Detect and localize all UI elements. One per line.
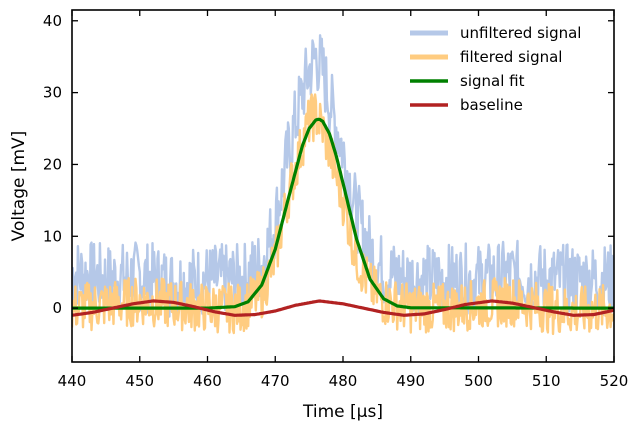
y-tick-label: 20 bbox=[43, 155, 62, 173]
y-tick-label: 30 bbox=[43, 84, 62, 102]
legend-label: unfiltered signal bbox=[460, 24, 581, 42]
x-tick-label: 520 bbox=[600, 372, 629, 390]
x-tick-label: 440 bbox=[58, 372, 87, 390]
series-line-3 bbox=[72, 299, 614, 317]
x-tick-label: 500 bbox=[464, 372, 493, 390]
series-line-2 bbox=[72, 117, 614, 310]
ticks: 440 450 460 470 480 490 500 510 520 0 10 20 30 40 bbox=[43, 10, 628, 390]
series-line-0 bbox=[72, 34, 614, 319]
x-tick-label: 470 bbox=[261, 372, 290, 390]
x-tick-label: 460 bbox=[193, 372, 222, 390]
y-tick-label: 40 bbox=[43, 12, 62, 30]
x-axis-label: Time [μs] bbox=[302, 402, 383, 422]
legend-label: baseline bbox=[460, 96, 523, 114]
y-axis-label: Voltage [mV] bbox=[9, 131, 29, 242]
plot-series bbox=[72, 34, 614, 336]
legend-label: filtered signal bbox=[460, 48, 562, 66]
x-tick-label: 490 bbox=[396, 372, 425, 390]
y-tick-label: 10 bbox=[43, 227, 62, 245]
x-tick-label: 510 bbox=[532, 372, 561, 390]
x-tick-label: 480 bbox=[329, 372, 358, 390]
legend-label: signal fit bbox=[460, 72, 525, 90]
legend: unfiltered signal filtered signal signal f… bbox=[410, 24, 581, 114]
y-tick-label: 0 bbox=[52, 299, 62, 317]
x-tick-label: 450 bbox=[125, 372, 154, 390]
series-line-1 bbox=[72, 93, 614, 336]
